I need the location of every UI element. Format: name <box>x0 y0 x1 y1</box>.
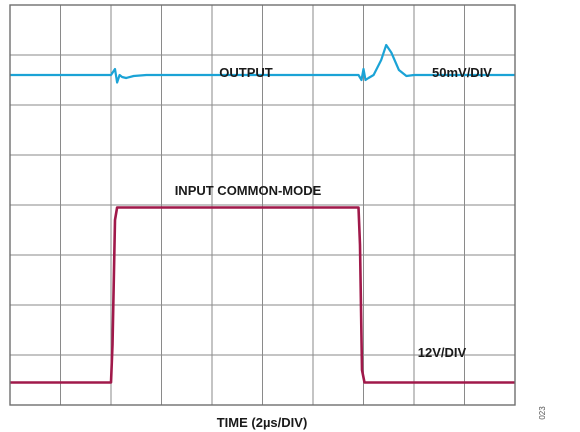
figure-id: 023 <box>538 406 547 420</box>
input-common-mode-trace <box>10 206 515 384</box>
output-scale-label: 50mV/DIV <box>432 65 492 80</box>
x-axis-label: TIME (2µs/DIV) <box>217 415 308 430</box>
input-scale-label: 12V/DIV <box>418 345 467 360</box>
grid <box>10 5 515 405</box>
traces <box>10 43 515 384</box>
output-trace-label: OUTPUT <box>219 65 273 80</box>
input-trace-label: INPUT COMMON-MODE <box>175 183 322 198</box>
output-trace <box>10 43 515 84</box>
plot-frame <box>9 4 516 406</box>
